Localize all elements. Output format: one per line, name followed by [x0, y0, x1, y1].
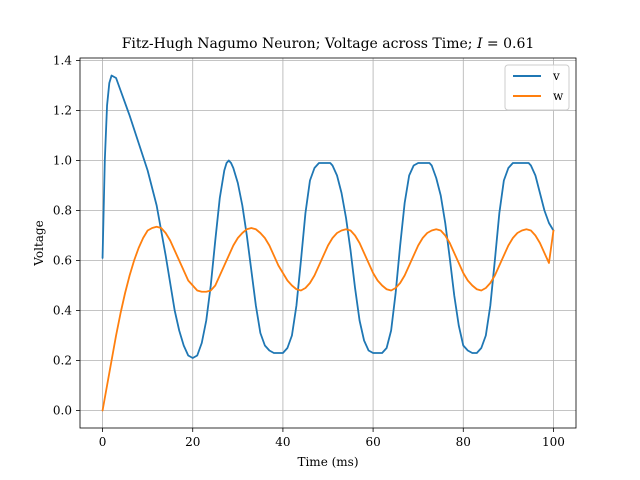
legend-label-v: v [552, 69, 560, 83]
x-tick-label: 20 [185, 435, 200, 449]
y-tick-label: 0.6 [53, 254, 72, 268]
x-tick-label: 40 [275, 435, 290, 449]
legend: v w [504, 64, 570, 111]
x-tick-label: 80 [456, 435, 471, 449]
x-tick-label: 60 [365, 435, 380, 449]
series-line-w [101, 225, 555, 412]
grid [80, 58, 576, 428]
y-tick-label: 1.0 [53, 154, 72, 168]
x-tick-label: 100 [542, 435, 565, 449]
tick-group: 0 20 40 60 80 100 0.0 0.2 0.4 0.6 0.8 1.0 1.2 1.4 [53, 54, 565, 450]
y-tick-label: 0.0 [53, 404, 72, 418]
plot-frame [79, 57, 577, 429]
y-tick-label: 1.2 [53, 104, 72, 118]
x-axis-label: Time (ms) [297, 455, 358, 469]
y-axis-label: Voltage [32, 220, 46, 266]
y-tick-label: 0.8 [53, 204, 72, 218]
y-tick-label: 0.2 [53, 354, 72, 368]
chart-title: Fitz-Hugh Nagumo Neuron; Voltage across … [122, 36, 535, 52]
chart-title-variable: I [476, 36, 483, 52]
y-tick-label: 1.4 [53, 54, 72, 68]
y-tick-label: 0.4 [53, 304, 72, 318]
x-tick-label: 0 [99, 435, 107, 449]
series-line-v [101, 74, 555, 359]
chart-title-prefix: Fitz-Hugh Nagumo Neuron; Voltage across … [122, 36, 477, 52]
chart-title-suffix: = 0.61 [482, 36, 534, 52]
legend-label-w: w [553, 89, 564, 103]
series-group [101, 74, 555, 412]
